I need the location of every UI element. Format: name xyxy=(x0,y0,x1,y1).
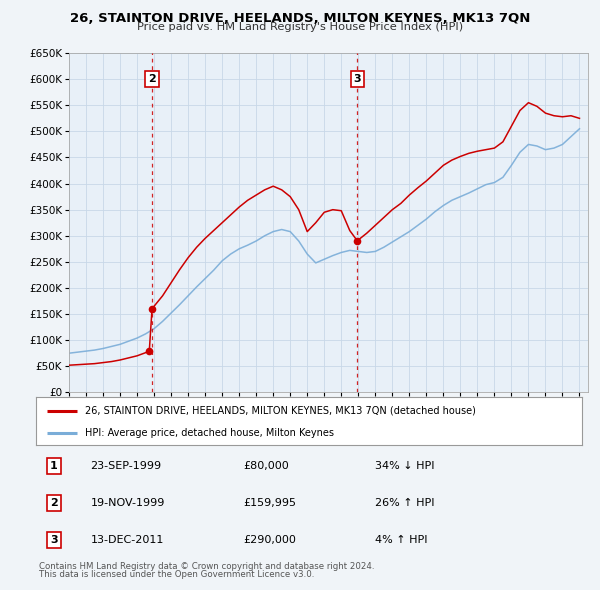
Text: 13-DEC-2011: 13-DEC-2011 xyxy=(91,535,164,545)
Text: 2: 2 xyxy=(148,74,156,84)
Text: 26% ↑ HPI: 26% ↑ HPI xyxy=(374,498,434,508)
Text: £159,995: £159,995 xyxy=(244,498,296,508)
Text: 34% ↓ HPI: 34% ↓ HPI xyxy=(374,461,434,471)
Text: £80,000: £80,000 xyxy=(244,461,289,471)
Text: Price paid vs. HM Land Registry's House Price Index (HPI): Price paid vs. HM Land Registry's House … xyxy=(137,22,463,32)
Text: 1: 1 xyxy=(50,461,58,471)
Text: HPI: Average price, detached house, Milton Keynes: HPI: Average price, detached house, Milt… xyxy=(85,428,334,438)
Text: Contains HM Land Registry data © Crown copyright and database right 2024.: Contains HM Land Registry data © Crown c… xyxy=(39,562,374,571)
Text: 19-NOV-1999: 19-NOV-1999 xyxy=(91,498,165,508)
Text: 26, STAINTON DRIVE, HEELANDS, MILTON KEYNES, MK13 7QN: 26, STAINTON DRIVE, HEELANDS, MILTON KEY… xyxy=(70,12,530,25)
Text: 23-SEP-1999: 23-SEP-1999 xyxy=(91,461,162,471)
Text: 2: 2 xyxy=(50,498,58,508)
Text: 4% ↑ HPI: 4% ↑ HPI xyxy=(374,535,427,545)
Text: 26, STAINTON DRIVE, HEELANDS, MILTON KEYNES, MK13 7QN (detached house): 26, STAINTON DRIVE, HEELANDS, MILTON KEY… xyxy=(85,405,476,415)
Text: 3: 3 xyxy=(353,74,361,84)
Text: 3: 3 xyxy=(50,535,58,545)
Text: £290,000: £290,000 xyxy=(244,535,296,545)
Text: This data is licensed under the Open Government Licence v3.0.: This data is licensed under the Open Gov… xyxy=(39,571,314,579)
